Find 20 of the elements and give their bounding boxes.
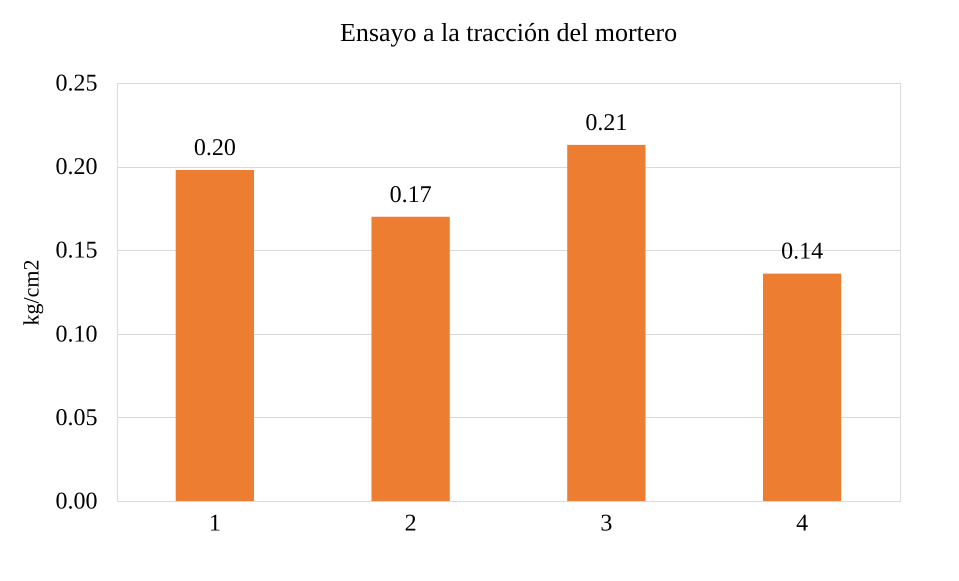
bar bbox=[567, 144, 646, 501]
x-tick-label: 3 bbox=[600, 510, 612, 536]
x-tick-label: 4 bbox=[796, 510, 808, 536]
x-tick-label: 1 bbox=[208, 510, 221, 536]
bar bbox=[762, 274, 842, 501]
y-tick-label: 0.05 bbox=[56, 404, 98, 431]
x-tick-label: 2 bbox=[404, 510, 417, 536]
y-tick-label: 0.25 bbox=[56, 70, 98, 96]
y-tick-label: 0.00 bbox=[56, 488, 98, 514]
data-label: 0.20 bbox=[194, 134, 236, 161]
bar bbox=[176, 170, 254, 501]
data-label: 0.17 bbox=[390, 182, 432, 208]
y-tick-label: 0.15 bbox=[56, 238, 98, 264]
y-axis-title: kg/cm2 bbox=[18, 260, 44, 326]
bar bbox=[371, 216, 450, 501]
y-tick-label: 0.20 bbox=[56, 154, 98, 180]
y-tick-label: 0.10 bbox=[56, 321, 98, 348]
data-label: 0.14 bbox=[781, 238, 824, 265]
chart-title: Ensayo a la tracción del mortero bbox=[340, 18, 678, 47]
data-label: 0.21 bbox=[585, 110, 628, 136]
